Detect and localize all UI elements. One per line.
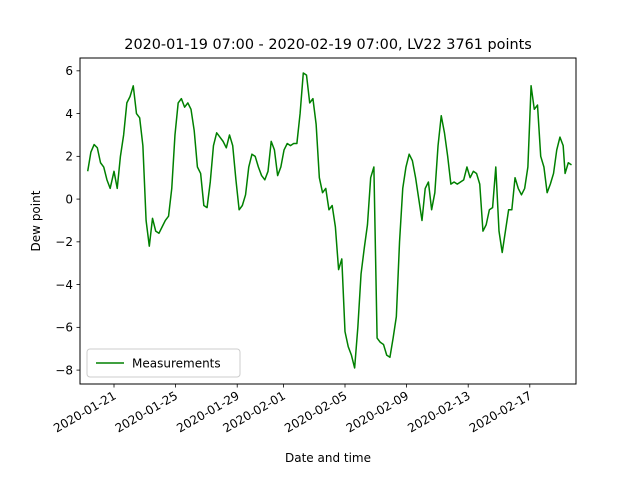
legend-label-measurements: Measurements [132,357,221,371]
legend-box [86,348,241,378]
plot-line-layer [86,72,572,369]
chart-title: 2020-01-19 07:00 - 2020-02-19 07:00, LV2… [124,37,531,53]
y-tick-label: 6 [65,64,73,78]
y-tick-label: 0 [65,192,73,206]
y-tick-label: −8 [55,363,73,377]
y-tick-label: 4 [65,107,73,121]
y-tick-label: −2 [55,235,73,249]
legend: Measurements [86,348,241,378]
y-tick-label: −6 [55,321,73,335]
y-axis: 6 4 2 0 −2 −4 −6 −8 [55,64,80,377]
y-axis-label: Dew point [29,190,43,251]
plot-frame [79,57,577,385]
series-line-measurements [86,72,572,369]
y-tick-label: 2 [65,150,73,164]
y-tick-label: −4 [55,278,73,292]
x-axis-label: Date and time [285,451,371,465]
